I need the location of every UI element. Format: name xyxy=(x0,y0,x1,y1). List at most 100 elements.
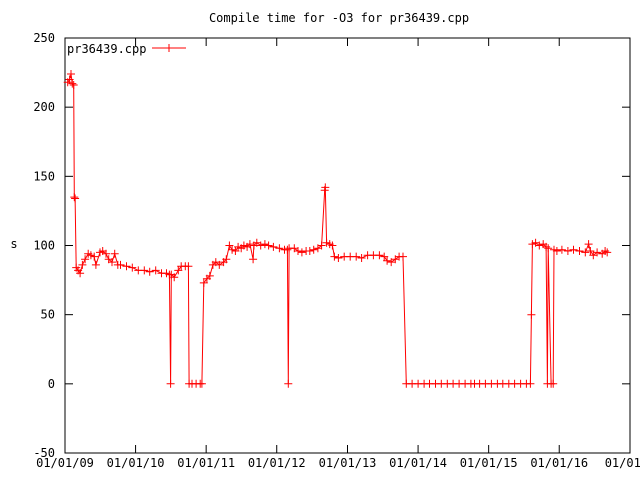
data-point xyxy=(297,248,306,257)
data-point xyxy=(581,248,590,257)
data-point xyxy=(380,252,389,261)
data-point xyxy=(70,193,79,202)
data-point xyxy=(231,247,240,255)
data-point xyxy=(81,255,90,264)
chart-title: Compile time for -O3 for pr36439.cpp xyxy=(209,11,469,25)
y-tick-label: 200 xyxy=(33,100,55,114)
data-point xyxy=(527,310,536,319)
data-point xyxy=(128,263,137,272)
data-point xyxy=(584,240,593,249)
data-point xyxy=(264,241,273,250)
data-point xyxy=(205,271,214,280)
data-point xyxy=(269,242,278,251)
data-point xyxy=(542,242,551,251)
data-point xyxy=(357,254,366,262)
data-point xyxy=(321,183,330,192)
x-tick-label: 01/01/16 xyxy=(530,456,588,470)
data-point xyxy=(330,252,339,261)
data-point xyxy=(294,247,302,255)
data-point xyxy=(197,379,206,388)
y-tick-label: -50 xyxy=(33,446,55,460)
series-line xyxy=(67,73,608,385)
axis-ticks: -50 0 50 100 150 200 250 01/01/09 01/01/10 01/01/… xyxy=(33,31,640,470)
data-point xyxy=(140,266,149,275)
data-point xyxy=(526,379,535,388)
data-point xyxy=(116,260,125,269)
x-tick-label: 01/01/09 xyxy=(36,456,94,470)
data-point xyxy=(65,75,74,84)
data-point xyxy=(387,258,396,267)
data-point xyxy=(110,249,119,258)
x-tick-label: 01/01/10 xyxy=(107,456,165,470)
data-point xyxy=(275,244,284,253)
data-point xyxy=(249,255,258,264)
y-tick-label: 150 xyxy=(33,169,55,183)
data-point xyxy=(544,244,553,253)
legend: pr36439.cpp xyxy=(67,42,186,56)
data-point xyxy=(184,262,193,271)
data-point xyxy=(535,241,544,250)
data-point xyxy=(352,252,361,261)
data-point xyxy=(603,248,612,257)
data-point xyxy=(305,247,314,255)
data-point xyxy=(586,247,595,255)
data-point xyxy=(309,245,318,254)
data-point xyxy=(122,262,131,271)
legend-marker xyxy=(165,44,173,52)
data-point xyxy=(375,251,384,260)
data-point xyxy=(601,247,610,255)
data-point xyxy=(528,240,537,249)
data-point xyxy=(557,245,566,254)
x-tick-label: 01/01/12 xyxy=(248,456,306,470)
x-tick-label: 01/01/11 xyxy=(177,456,235,470)
data-point xyxy=(593,248,602,257)
data-point xyxy=(69,81,78,89)
data-point xyxy=(68,79,77,88)
data-point xyxy=(166,379,175,388)
data-point xyxy=(174,266,183,275)
data-point xyxy=(569,245,578,254)
data-point xyxy=(225,241,234,250)
data-point xyxy=(399,252,407,261)
data-point xyxy=(245,240,254,249)
x-tick-label: 01/01/15 xyxy=(460,456,518,470)
y-tick-label: 0 xyxy=(48,377,55,391)
legend-label: pr36439.cpp xyxy=(67,42,146,56)
data-point xyxy=(78,260,87,269)
data-point xyxy=(256,241,265,250)
data-point xyxy=(170,273,179,282)
data-point xyxy=(552,247,561,255)
data-point xyxy=(260,240,269,249)
data-point xyxy=(563,247,572,255)
data-point xyxy=(283,245,292,254)
y-tick-label: 250 xyxy=(33,31,55,45)
data-point xyxy=(215,260,224,269)
data-point xyxy=(102,249,110,258)
series-pr36439 xyxy=(63,70,612,388)
data-point xyxy=(228,245,237,254)
data-point xyxy=(199,278,208,287)
data-point xyxy=(86,251,95,260)
y-tick-label: 50 xyxy=(41,308,55,322)
data-point xyxy=(71,194,80,203)
data-point xyxy=(90,252,99,261)
data-point xyxy=(317,241,326,250)
y-axis-label: s xyxy=(10,237,17,251)
data-point xyxy=(239,241,248,250)
data-point xyxy=(145,267,154,276)
data-point xyxy=(284,379,293,388)
data-point xyxy=(328,241,337,250)
data-point xyxy=(67,70,75,78)
data-point xyxy=(108,258,116,267)
data-point xyxy=(76,269,85,278)
y-tick-label: 100 xyxy=(33,239,55,253)
data-point xyxy=(91,260,100,269)
x-tick-label: 01/01/1 xyxy=(605,456,640,470)
data-point xyxy=(383,256,392,265)
data-point xyxy=(222,255,231,264)
x-tick-label: 01/01/13 xyxy=(319,456,377,470)
data-point xyxy=(151,266,160,275)
x-tick-label: 01/01/14 xyxy=(389,456,447,470)
data-point xyxy=(549,379,558,388)
